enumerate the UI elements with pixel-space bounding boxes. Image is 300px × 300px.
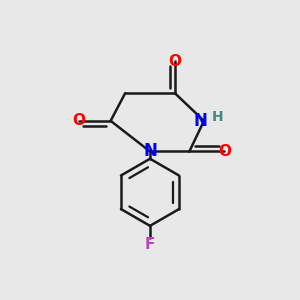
Text: H: H [212,110,224,124]
Text: N: N [143,142,157,160]
Text: O: O [72,113,85,128]
Text: O: O [218,144,231,159]
Text: F: F [145,237,155,252]
Text: N: N [194,112,207,130]
Text: O: O [168,53,181,68]
